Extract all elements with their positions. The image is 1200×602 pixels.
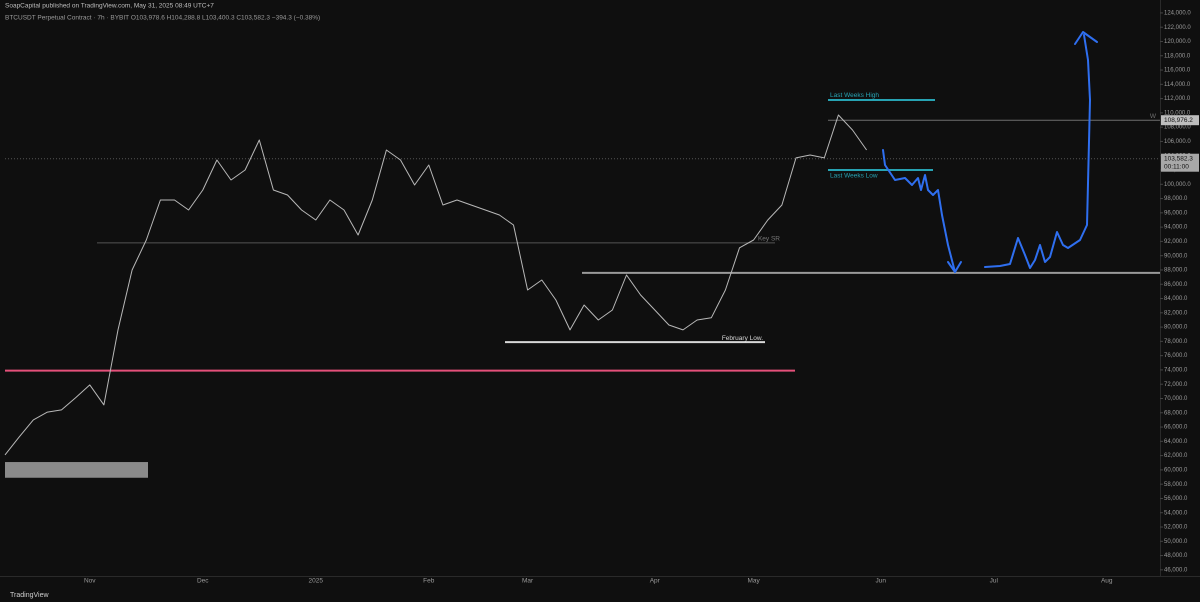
header: SoapCapital published on TradingView.com…: [5, 3, 214, 10]
y-tick-label: 82,000.0: [1164, 310, 1188, 316]
y-tick-label: 68,000.0: [1164, 410, 1188, 416]
y-tick-label: 94,000.0: [1164, 225, 1188, 231]
level-label: W: [1150, 113, 1157, 120]
x-tick-label: Apr: [650, 578, 661, 585]
y-tick-label: 78,000.0: [1164, 339, 1188, 345]
x-tick-label: Feb: [423, 578, 435, 585]
drawn-arrowhead: [1074, 31, 1098, 45]
y-tick-label: 76,000.0: [1164, 353, 1188, 359]
drawn-path: [882, 149, 956, 273]
y-tick-label: 100,000.0: [1164, 182, 1191, 188]
zone: [5, 462, 148, 478]
x-tick-label: Dec: [197, 578, 209, 585]
x-tick-label: May: [747, 578, 760, 585]
level-label: Last Weeks High: [830, 92, 879, 99]
y-tick-label: 86,000.0: [1164, 282, 1188, 288]
y-tick-label: 116,000.0: [1164, 68, 1191, 74]
x-tick-label: 2025: [309, 578, 324, 585]
footer: TradingView: [10, 592, 49, 599]
current-price-label: 103,582.3: [1164, 155, 1193, 162]
y-tick-label: 52,000.0: [1164, 525, 1188, 531]
symbol-info: BTCUSDT Perpetual Contract · 7h · BYBIT …: [5, 15, 320, 22]
x-tick-label: Jun: [876, 578, 887, 585]
y-tick-label: 74,000.0: [1164, 368, 1188, 374]
y-tick-label: 58,000.0: [1164, 482, 1188, 488]
price-tag: [1161, 115, 1199, 126]
y-tick-label: 62,000.0: [1164, 453, 1188, 459]
price-tag-label: 108,976.2: [1164, 117, 1193, 124]
y-tick-label: 114,000.0: [1164, 82, 1191, 88]
y-tick-label: 72,000.0: [1164, 382, 1188, 388]
y-tick-label: 46,000.0: [1164, 567, 1188, 573]
level-label: Last Weeks Low: [830, 173, 878, 180]
y-tick-label: 96,000.0: [1164, 210, 1188, 216]
y-tick-label: 80,000.0: [1164, 325, 1188, 331]
y-tick-label: 122,000.0: [1164, 25, 1191, 31]
y-tick-label: 110,000.0: [1164, 110, 1191, 116]
y-tick-label: 70,000.0: [1164, 396, 1188, 402]
y-tick-label: 120,000.0: [1164, 39, 1191, 45]
x-tick-label: Mar: [522, 578, 534, 585]
y-tick-label: 50,000.0: [1164, 539, 1188, 545]
y-tick-label: 66,000.0: [1164, 425, 1188, 431]
y-tick-label: 56,000.0: [1164, 496, 1188, 502]
y-tick-label: 54,000.0: [1164, 510, 1188, 516]
drawn-path: [984, 34, 1091, 269]
y-tick-label: 48,000.0: [1164, 553, 1188, 559]
y-tick-label: 84,000.0: [1164, 296, 1188, 302]
y-tick-label: 88,000.0: [1164, 268, 1188, 274]
countdown-label: 00:11:00: [1164, 163, 1189, 170]
x-tick-label: Aug: [1101, 578, 1113, 585]
y-tick-label: 64,000.0: [1164, 439, 1188, 445]
level-label: February Low.: [722, 335, 763, 342]
y-tick-label: 124,000.0: [1164, 11, 1191, 17]
x-tick-label: Jul: [990, 578, 999, 585]
drawn-arrowhead: [947, 261, 962, 273]
hand-drawing: [882, 31, 1098, 273]
current-price-tag: [1161, 153, 1199, 172]
price-line: [4, 114, 868, 456]
y-tick-label: 92,000.0: [1164, 239, 1188, 245]
y-tick-label: 106,000.0: [1164, 139, 1191, 145]
y-tick-label: 112,000.0: [1164, 96, 1191, 102]
y-tick-label: 60,000.0: [1164, 467, 1188, 473]
level-label: Key SR: [758, 236, 780, 243]
y-tick-label: 118,000.0: [1164, 53, 1191, 59]
y-tick-label: 98,000.0: [1164, 196, 1188, 202]
y-tick-label: 108,000.0: [1164, 125, 1191, 131]
x-tick-label: Nov: [84, 578, 96, 585]
y-tick-label: 90,000.0: [1164, 253, 1188, 259]
